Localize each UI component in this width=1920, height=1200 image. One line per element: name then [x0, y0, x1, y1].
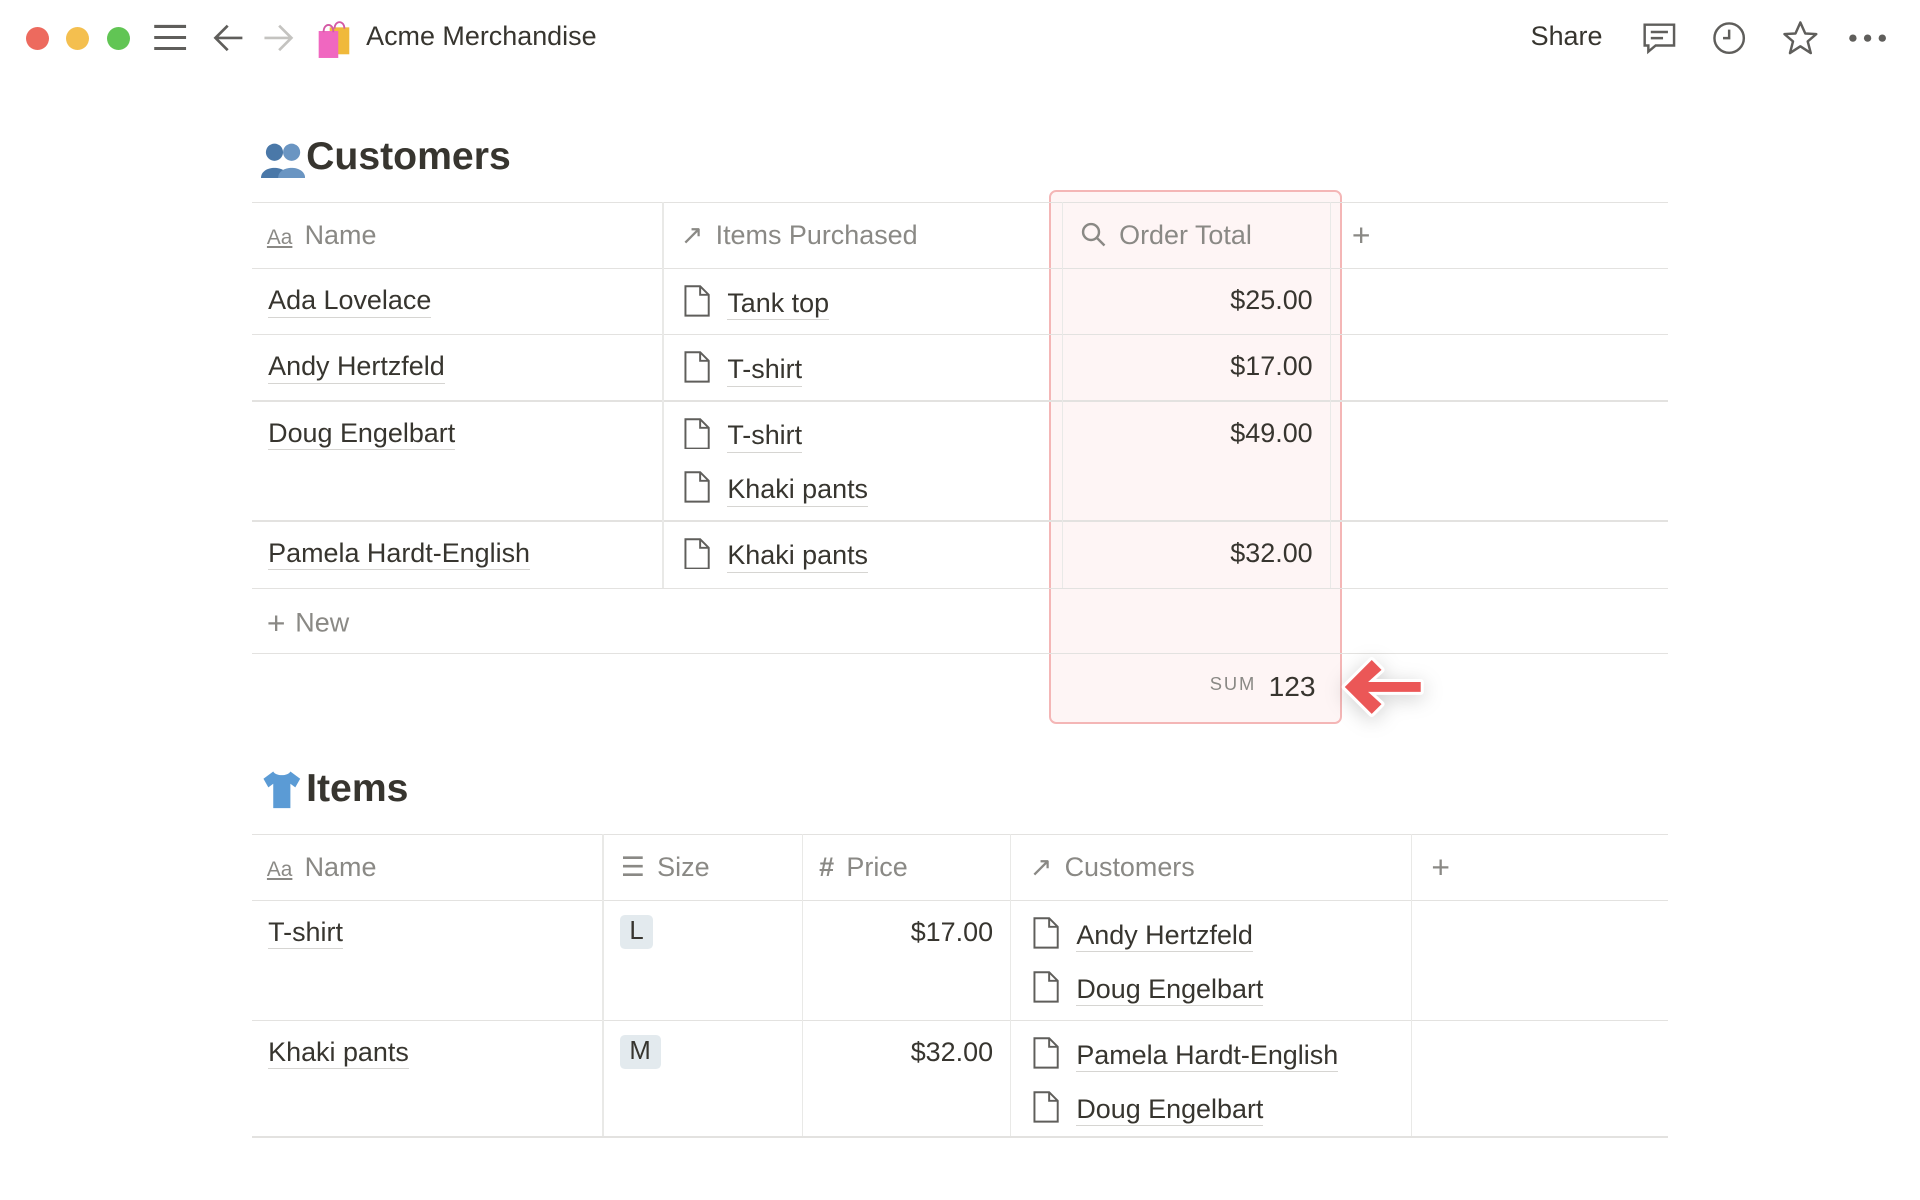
text-property-icon: Aa [266, 858, 293, 882]
comments-icon[interactable] [1641, 21, 1678, 55]
sum-label: SUM [1209, 673, 1257, 695]
title-bar: Acme Merchandise Share [0, 0, 1920, 76]
list-icon: ☰ [620, 852, 645, 883]
relation-arrow-icon: ↗ [1029, 852, 1053, 883]
customer-relation[interactable]: Doug Engelbart [1032, 971, 1264, 1007]
customer-relation[interactable]: Andy Hertzfeld [1032, 917, 1253, 953]
customer-name[interactable]: Ada Lovelace [268, 285, 432, 318]
page-icon [1033, 917, 1059, 949]
text-property-icon: Aa [266, 226, 293, 250]
order-total: $25.00 [1230, 285, 1313, 316]
close-window-button[interactable] [25, 26, 49, 51]
customer-name[interactable]: Doug Engelbart [268, 417, 456, 450]
favorite-star-icon[interactable] [1782, 20, 1819, 57]
column-header-size[interactable]: ☰ Size [620, 852, 710, 883]
column-header-order-total[interactable]: Order Total [1080, 220, 1252, 251]
customer-name[interactable]: Pamela Hardt-English [268, 537, 530, 570]
price: $17.00 [910, 917, 994, 948]
table-row[interactable]: T-shirt [268, 917, 343, 950]
people-icon [260, 143, 305, 178]
table-row[interactable]: Andy Hertzfeld [268, 351, 445, 384]
red-arrow-annotation-icon [1341, 656, 1424, 717]
number-hash-icon: # [819, 852, 835, 883]
price: $32.00 [910, 1037, 994, 1068]
forward-arrow-icon[interactable] [262, 22, 294, 54]
table-row[interactable]: Khaki pants [268, 1037, 409, 1070]
page-icon [684, 351, 710, 383]
item-relation[interactable]: T-shirt [683, 351, 803, 387]
column-header-customers[interactable]: ↗ Customers [1029, 852, 1195, 883]
page-title: Acme Merchandise [366, 20, 597, 51]
page-icon [1033, 1037, 1059, 1069]
page-icon [684, 417, 710, 450]
column-header-name[interactable]: Aa Name [266, 852, 377, 883]
column-header-price[interactable]: # Price [819, 852, 908, 883]
search-icon [1081, 222, 1106, 247]
page-icon [684, 537, 710, 570]
order-total-highlight [1049, 189, 1343, 724]
relation-arrow-icon: ↗ [680, 220, 704, 251]
items-table: Aa Name ☰ Size # Price ↗ Customers + T-shirt… [252, 833, 1668, 1140]
column-header-items-purchased[interactable]: ↗ Items Purchased [680, 220, 918, 251]
plus-icon: + [266, 604, 286, 641]
item-relation[interactable]: Khaki pants [683, 471, 869, 507]
maximize-window-button[interactable] [106, 26, 130, 51]
size-tag: L [619, 914, 654, 949]
sum-value[interactable]: 123 [1268, 671, 1316, 703]
menu-icon[interactable] [153, 24, 187, 51]
customer-relation[interactable]: Doug Engelbart [1032, 1091, 1264, 1127]
history-clock-icon[interactable] [1712, 21, 1746, 55]
table-row[interactable]: Ada Lovelace [268, 285, 432, 318]
item-relation[interactable]: Tank top [683, 285, 830, 321]
order-total: $17.00 [1230, 351, 1313, 382]
table-row[interactable]: Doug Engelbart [268, 417, 456, 450]
back-arrow-icon[interactable] [213, 22, 245, 54]
add-column-button[interactable]: + [1351, 216, 1371, 253]
page-icon [1033, 971, 1059, 1003]
customer-name[interactable]: Andy Hertzfeld [268, 351, 445, 384]
share-button[interactable]: Share [1530, 20, 1603, 51]
add-column-button[interactable]: + [1431, 848, 1451, 885]
page-icon [1033, 1091, 1059, 1123]
shopping-bags-icon [318, 20, 349, 58]
page-icon [684, 471, 710, 503]
order-total: $49.00 [1230, 417, 1313, 448]
item-relation[interactable]: Khaki pants [683, 537, 869, 573]
customer-relation[interactable]: Pamela Hardt-English [1032, 1037, 1339, 1073]
more-options-icon[interactable] [1848, 32, 1887, 44]
shirt-icon [263, 771, 300, 809]
page-icon [684, 285, 710, 317]
new-row-button[interactable]: + New [266, 604, 350, 641]
customers-table: Aa Name ↗ Items Purchased Order Total + Ad… [252, 202, 1668, 655]
size-tag: M [619, 1034, 661, 1069]
column-header-name[interactable]: Aa Name [266, 220, 377, 251]
item-relation[interactable]: T-shirt [683, 417, 803, 453]
items-heading: Items [306, 766, 409, 810]
customers-heading: Customers [306, 134, 511, 178]
order-total: $32.00 [1230, 537, 1313, 568]
minimize-window-button[interactable] [66, 26, 90, 51]
table-row[interactable]: Pamela Hardt-English [268, 537, 530, 570]
